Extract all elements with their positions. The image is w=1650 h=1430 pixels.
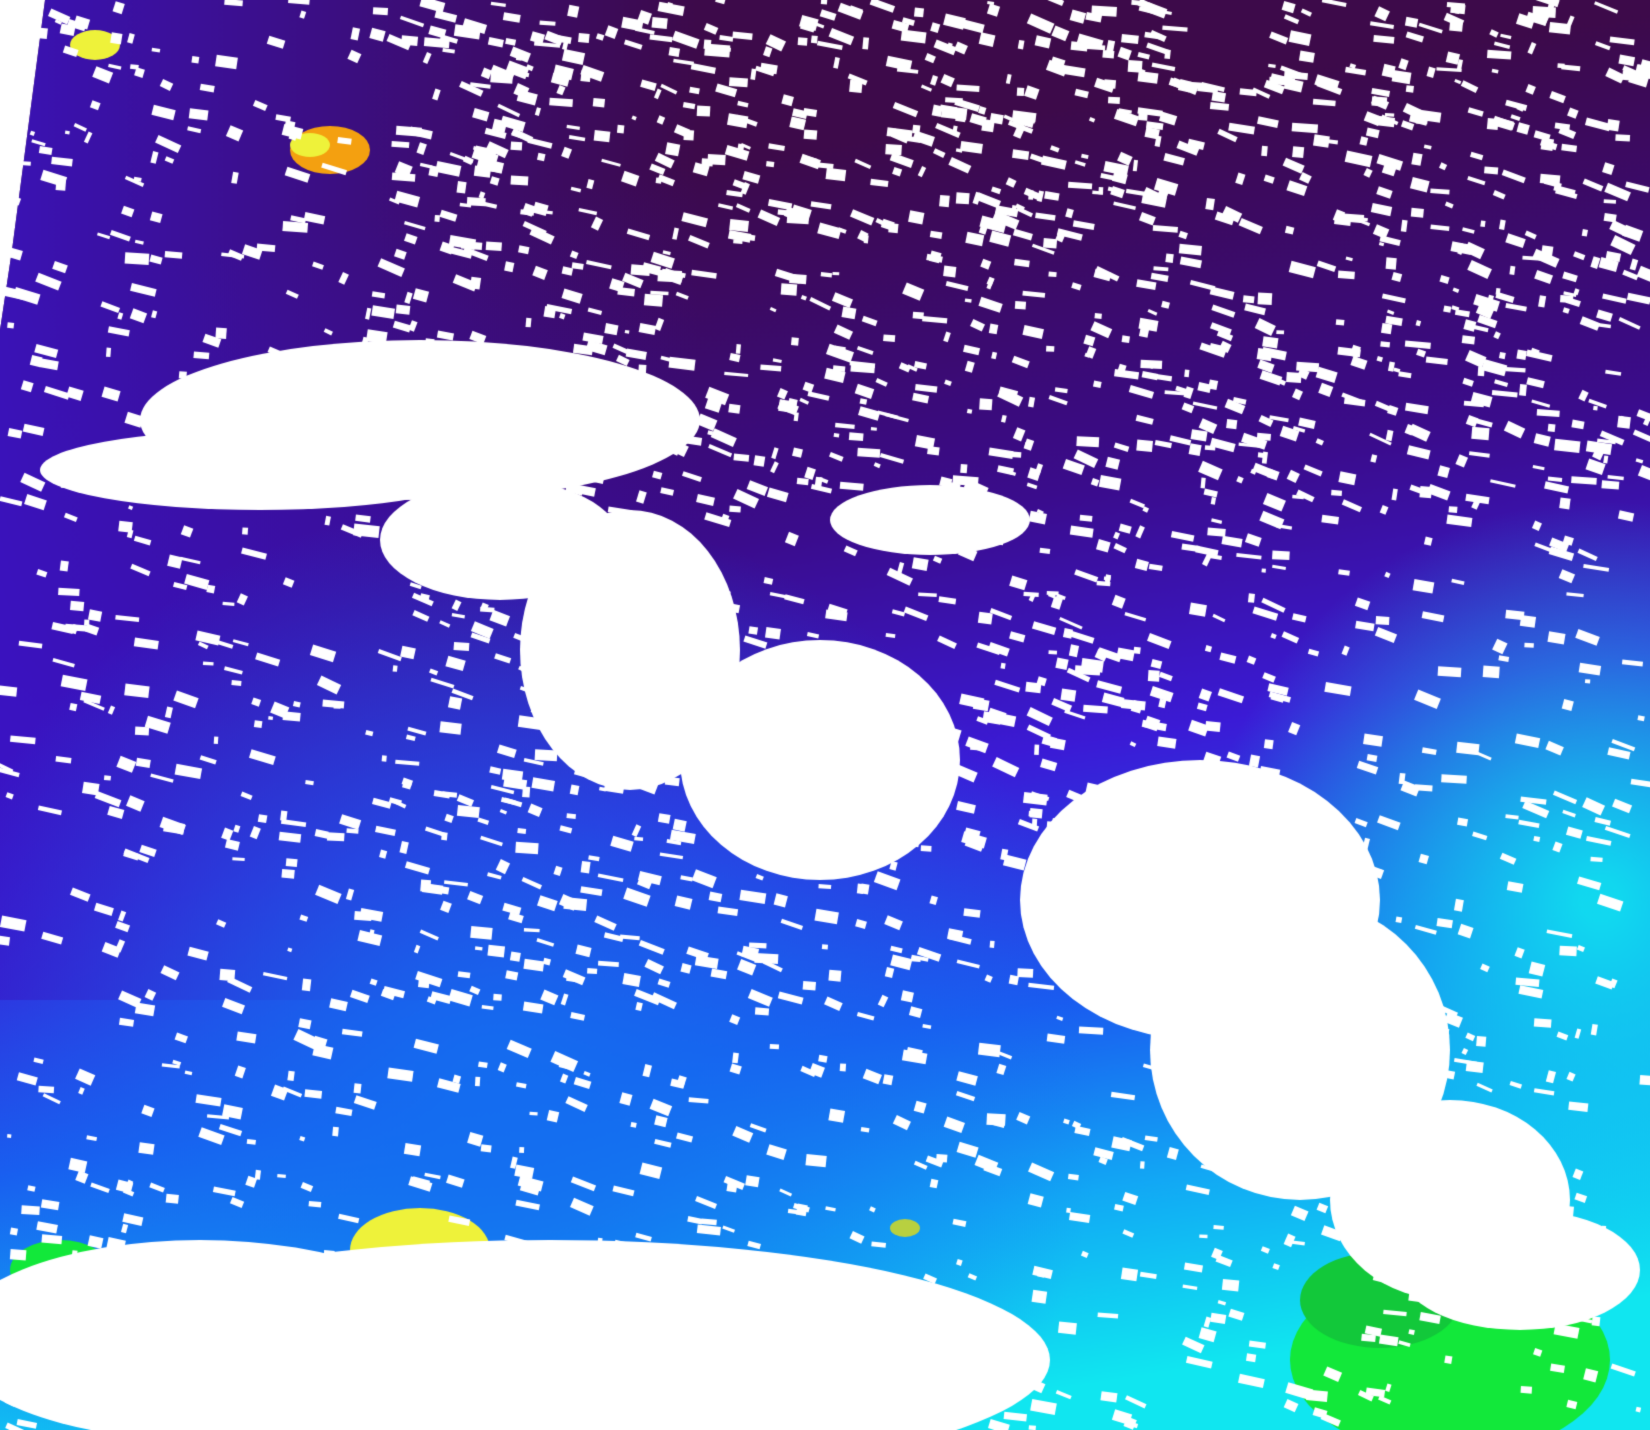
satellite-map [0, 0, 1650, 1430]
colormap-raster [0, 0, 1650, 1430]
